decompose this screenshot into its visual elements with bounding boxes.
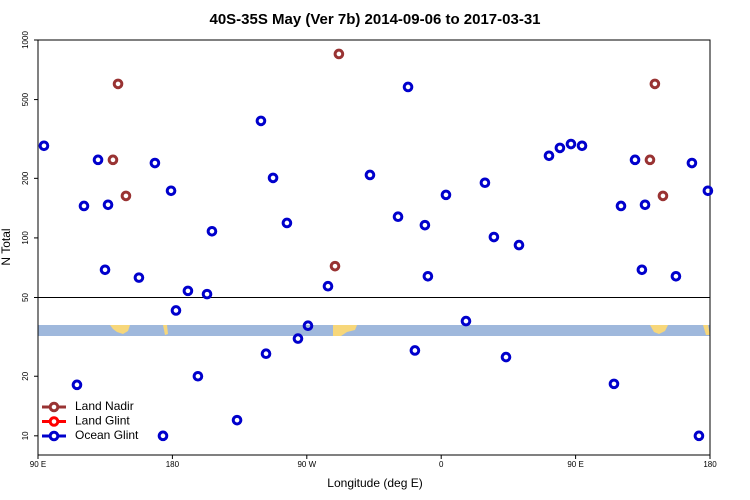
legend-marker <box>48 430 60 442</box>
point <box>440 189 452 201</box>
point <box>636 264 648 276</box>
point <box>71 379 83 391</box>
point <box>302 320 314 332</box>
point <box>364 169 376 181</box>
point <box>92 154 104 166</box>
legend-label: Ocean Glint <box>75 428 139 442</box>
x-tick-label: 0 <box>439 460 444 469</box>
point <box>182 285 194 297</box>
point <box>120 190 132 202</box>
point <box>231 414 243 426</box>
y-tick-label: 50 <box>21 292 30 301</box>
point <box>488 231 500 243</box>
legend-label: Land Nadir <box>75 399 134 413</box>
point <box>479 177 491 189</box>
point <box>329 260 341 272</box>
point <box>201 288 213 300</box>
point <box>99 264 111 276</box>
point <box>554 142 566 154</box>
point <box>543 150 555 162</box>
point <box>513 239 525 251</box>
point <box>206 225 218 237</box>
x-tick-label: 90 E <box>30 460 46 469</box>
point <box>419 219 431 231</box>
y-tick-label: 1000 <box>21 31 30 49</box>
point <box>107 154 119 166</box>
point <box>615 200 627 212</box>
point <box>422 270 434 282</box>
point <box>670 270 682 282</box>
point <box>133 272 145 283</box>
point <box>644 154 656 166</box>
point <box>392 211 404 222</box>
chart-title: 40S-35S May (Ver 7b) 2014-09-06 to 2017-… <box>209 11 540 28</box>
point <box>576 140 588 152</box>
y-tick-label: 20 <box>21 371 30 380</box>
x-tick-label: 180 <box>166 460 180 469</box>
y-tick-label: 200 <box>21 171 30 185</box>
point <box>500 351 512 363</box>
point <box>281 217 293 229</box>
point <box>402 81 414 93</box>
point <box>192 370 204 382</box>
x-tick-label: 90 W <box>297 460 316 469</box>
point <box>693 430 705 442</box>
point <box>112 78 124 90</box>
point <box>686 157 698 169</box>
x-tick-label: 90 E <box>567 460 583 469</box>
point <box>460 315 472 327</box>
plot-frame <box>37 39 711 456</box>
point <box>260 348 272 359</box>
point <box>170 305 182 316</box>
point <box>102 199 114 211</box>
point <box>165 185 177 197</box>
point <box>157 430 169 442</box>
legend-label: Land Glint <box>75 414 130 428</box>
point <box>608 378 620 390</box>
point <box>639 199 651 211</box>
y-tick-label: 100 <box>21 231 30 245</box>
point <box>702 185 714 197</box>
map-strip <box>38 325 710 336</box>
y-tick-label: 500 <box>21 92 30 106</box>
point <box>657 190 669 202</box>
point <box>38 140 50 152</box>
point <box>78 200 90 212</box>
x-axis-label: Longitude (deg E) <box>327 476 422 490</box>
point <box>267 172 279 184</box>
point <box>629 154 641 166</box>
point <box>292 333 304 344</box>
point <box>565 138 577 150</box>
point <box>255 115 267 127</box>
y-axis-label: N Total <box>0 228 13 265</box>
x-tick-label: 180 <box>703 460 717 469</box>
point <box>333 48 345 60</box>
legend-marker <box>48 416 60 427</box>
point <box>409 345 421 356</box>
y-tick-label: 10 <box>21 431 30 440</box>
point <box>649 78 661 90</box>
legend-marker <box>48 401 60 413</box>
point <box>149 157 161 169</box>
point <box>322 280 334 292</box>
